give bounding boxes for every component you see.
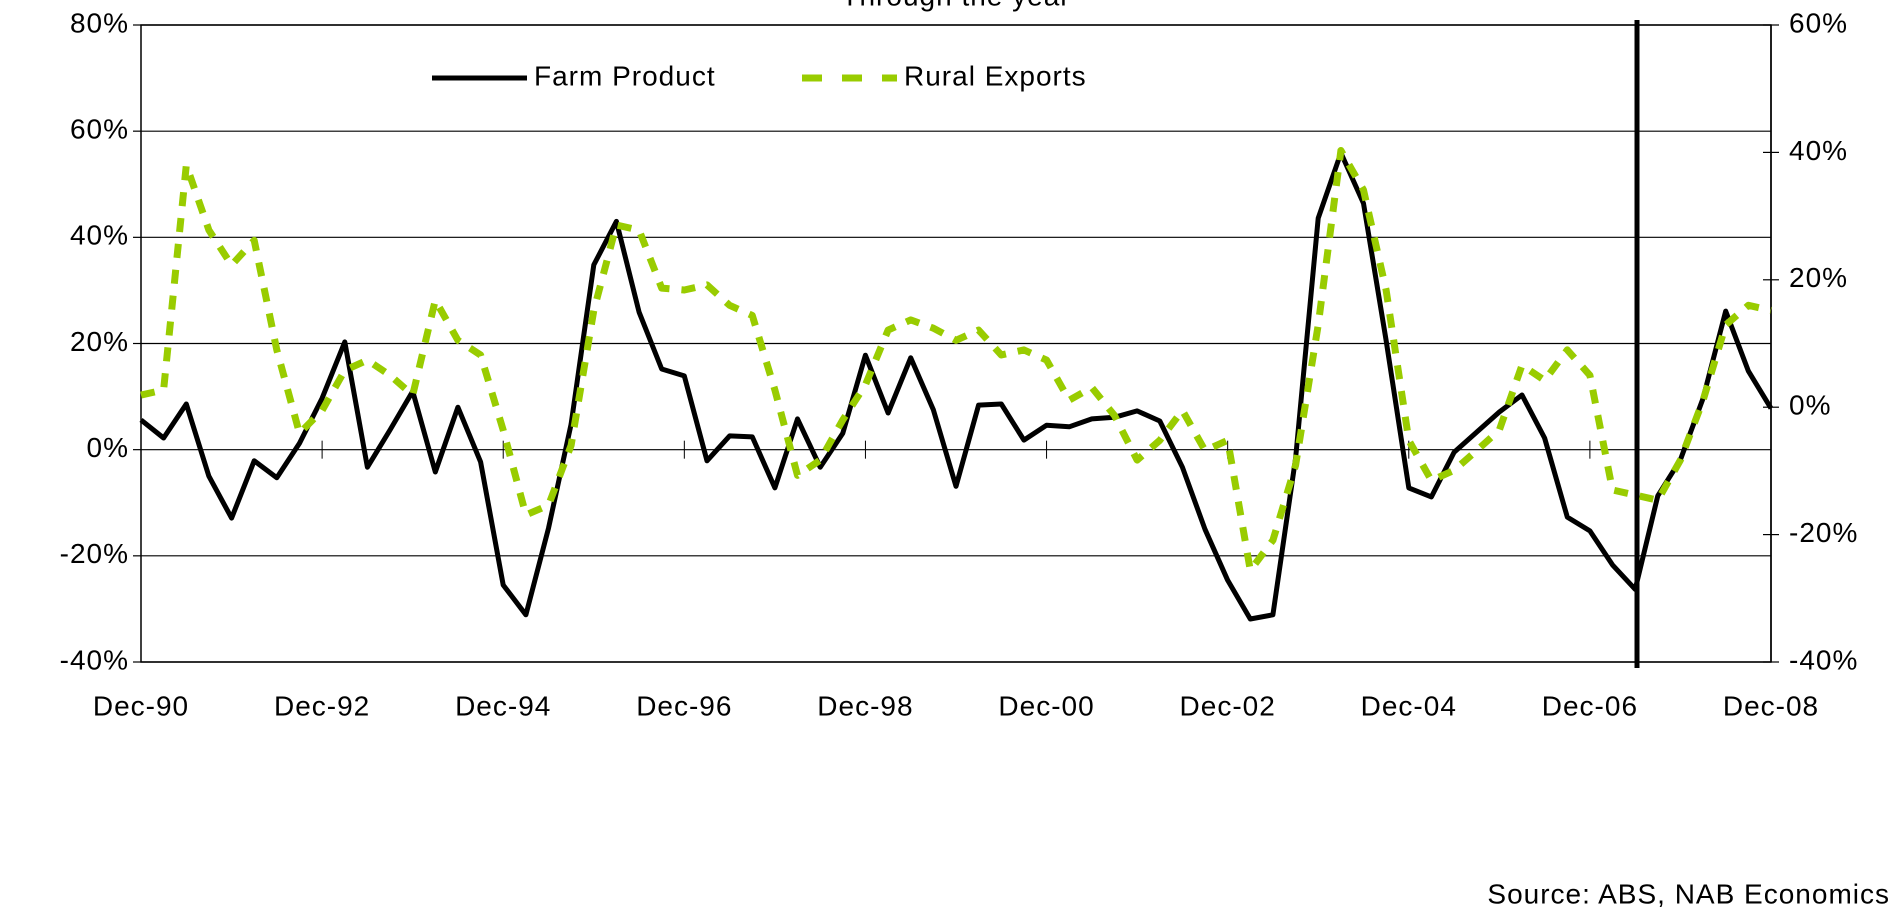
y-tick-label: -20% [60,538,129,569]
legend-label: Farm Product [534,60,716,91]
source-note: Source: ABS, NAB Economics [1487,878,1890,909]
y-tick-label: 60% [70,114,129,145]
x-tick-label: Dec-06 [1542,690,1638,721]
y-tick-label: 0% [87,432,129,463]
x-tick-label: Dec-98 [817,690,913,721]
y-tick-label: 80% [70,7,129,38]
x-tick-label: Dec-02 [1180,690,1276,721]
x-tick-label: Dec-94 [455,690,551,721]
x-tick-label: Dec-08 [1723,690,1819,721]
y2-tick-label: 60% [1789,7,1848,38]
y-tick-label: 40% [70,220,129,251]
x-tick-label: Dec-90 [93,690,189,721]
legend-label: Rural Exports [904,60,1087,91]
x-tick-label: Dec-92 [274,690,370,721]
x-tick-label: Dec-00 [998,690,1094,721]
x-tick-label: Dec-96 [636,690,732,721]
y2-tick-label: -40% [1789,644,1858,675]
series-line [140,147,1772,574]
y-tick-label: 20% [70,326,129,357]
y2-tick-label: 40% [1789,135,1848,166]
series-line [139,150,1774,622]
y-tick-label: -40% [60,644,129,675]
y2-tick-label: 0% [1789,390,1831,421]
x-tick-label: Dec-04 [1361,690,1457,721]
chart-title: Through the year [841,0,1070,11]
y2-tick-label: -20% [1789,517,1858,548]
y2-tick-label: 20% [1789,262,1848,293]
